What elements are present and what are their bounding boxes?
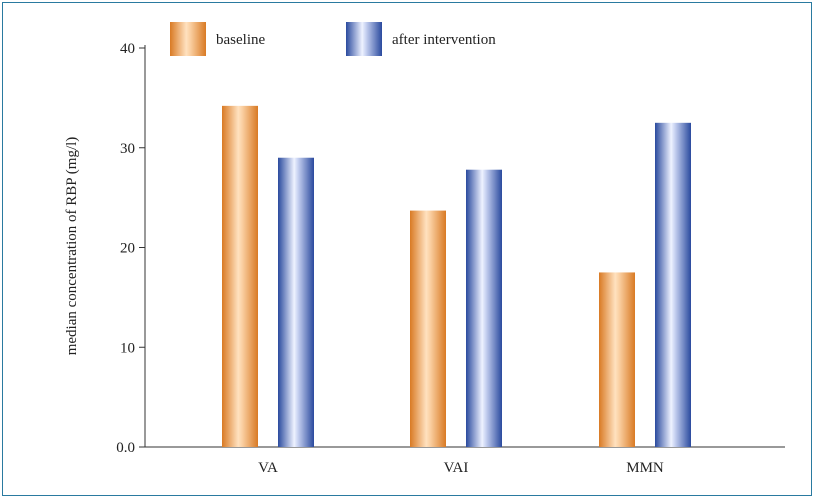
legend: baseline after intervention (170, 22, 496, 56)
legend-label-after-intervention: after intervention (392, 32, 496, 48)
bar-vai-after-intervention (466, 169, 502, 447)
y-tick-label: 30 (120, 141, 135, 157)
y-axis-ticks: 0.0 10 20 30 40 (116, 41, 145, 456)
y-tick-label: 20 (120, 241, 135, 257)
legend-swatch-baseline (170, 22, 206, 56)
x-category-label: VA (258, 460, 278, 476)
y-axis-label: median concentration of RBP (mg/l) (64, 137, 80, 356)
y-tick-label: 40 (120, 41, 135, 57)
bars-group (222, 105, 691, 447)
x-category-label: MMN (626, 460, 664, 476)
legend-swatch-after-intervention (346, 22, 382, 56)
y-tick-label: 0.0 (116, 440, 135, 456)
bar-va-after-intervention (278, 157, 314, 447)
bar-mmn-after-intervention (655, 122, 691, 447)
bar-va-baseline (222, 105, 258, 447)
y-tick-label: 10 (120, 340, 135, 356)
x-category-label: VAI (444, 460, 469, 476)
bar-mmn-baseline (599, 272, 635, 447)
x-axis-category-labels: VA VAI MMN (258, 460, 664, 476)
legend-label-baseline: baseline (216, 32, 265, 48)
bar-vai-baseline (410, 210, 446, 447)
